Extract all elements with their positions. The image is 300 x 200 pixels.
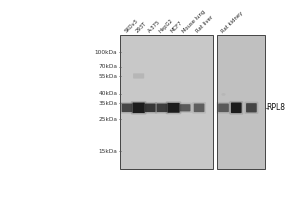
FancyBboxPatch shape	[166, 101, 181, 114]
Text: A-375: A-375	[147, 20, 161, 34]
Text: 40kDa: 40kDa	[98, 91, 117, 96]
Text: 70kDa: 70kDa	[98, 64, 117, 69]
Bar	[120, 35, 213, 169]
Text: Rat kidney: Rat kidney	[220, 10, 244, 34]
Text: 293T: 293T	[135, 21, 148, 34]
FancyBboxPatch shape	[167, 103, 180, 113]
FancyBboxPatch shape	[180, 104, 190, 111]
Text: MCF7: MCF7	[170, 20, 184, 34]
Text: 15kDa: 15kDa	[98, 149, 117, 154]
FancyBboxPatch shape	[231, 102, 242, 113]
Text: Mouse lung: Mouse lung	[182, 9, 206, 34]
FancyBboxPatch shape	[120, 102, 134, 114]
FancyBboxPatch shape	[246, 103, 257, 112]
FancyBboxPatch shape	[145, 103, 156, 112]
Circle shape	[221, 93, 226, 96]
FancyBboxPatch shape	[131, 101, 146, 115]
FancyBboxPatch shape	[133, 102, 145, 113]
Text: 35kDa: 35kDa	[98, 101, 117, 106]
FancyBboxPatch shape	[229, 101, 243, 115]
FancyBboxPatch shape	[178, 103, 192, 113]
Text: SKOv3: SKOv3	[124, 19, 139, 34]
FancyBboxPatch shape	[192, 102, 206, 114]
FancyBboxPatch shape	[194, 103, 204, 112]
FancyBboxPatch shape	[244, 102, 258, 114]
FancyBboxPatch shape	[218, 103, 229, 112]
Text: 100kDa: 100kDa	[94, 50, 117, 55]
FancyBboxPatch shape	[155, 102, 169, 114]
Text: 25kDa: 25kDa	[98, 117, 117, 122]
FancyBboxPatch shape	[217, 102, 230, 114]
Text: RPL8: RPL8	[266, 103, 286, 112]
FancyBboxPatch shape	[122, 103, 132, 112]
FancyBboxPatch shape	[157, 103, 167, 112]
FancyBboxPatch shape	[143, 102, 157, 114]
Text: 55kDa: 55kDa	[98, 74, 117, 79]
FancyBboxPatch shape	[133, 73, 144, 79]
Text: Rat liver: Rat liver	[196, 15, 215, 34]
Bar	[217, 35, 266, 169]
Text: HepG2: HepG2	[158, 18, 175, 34]
